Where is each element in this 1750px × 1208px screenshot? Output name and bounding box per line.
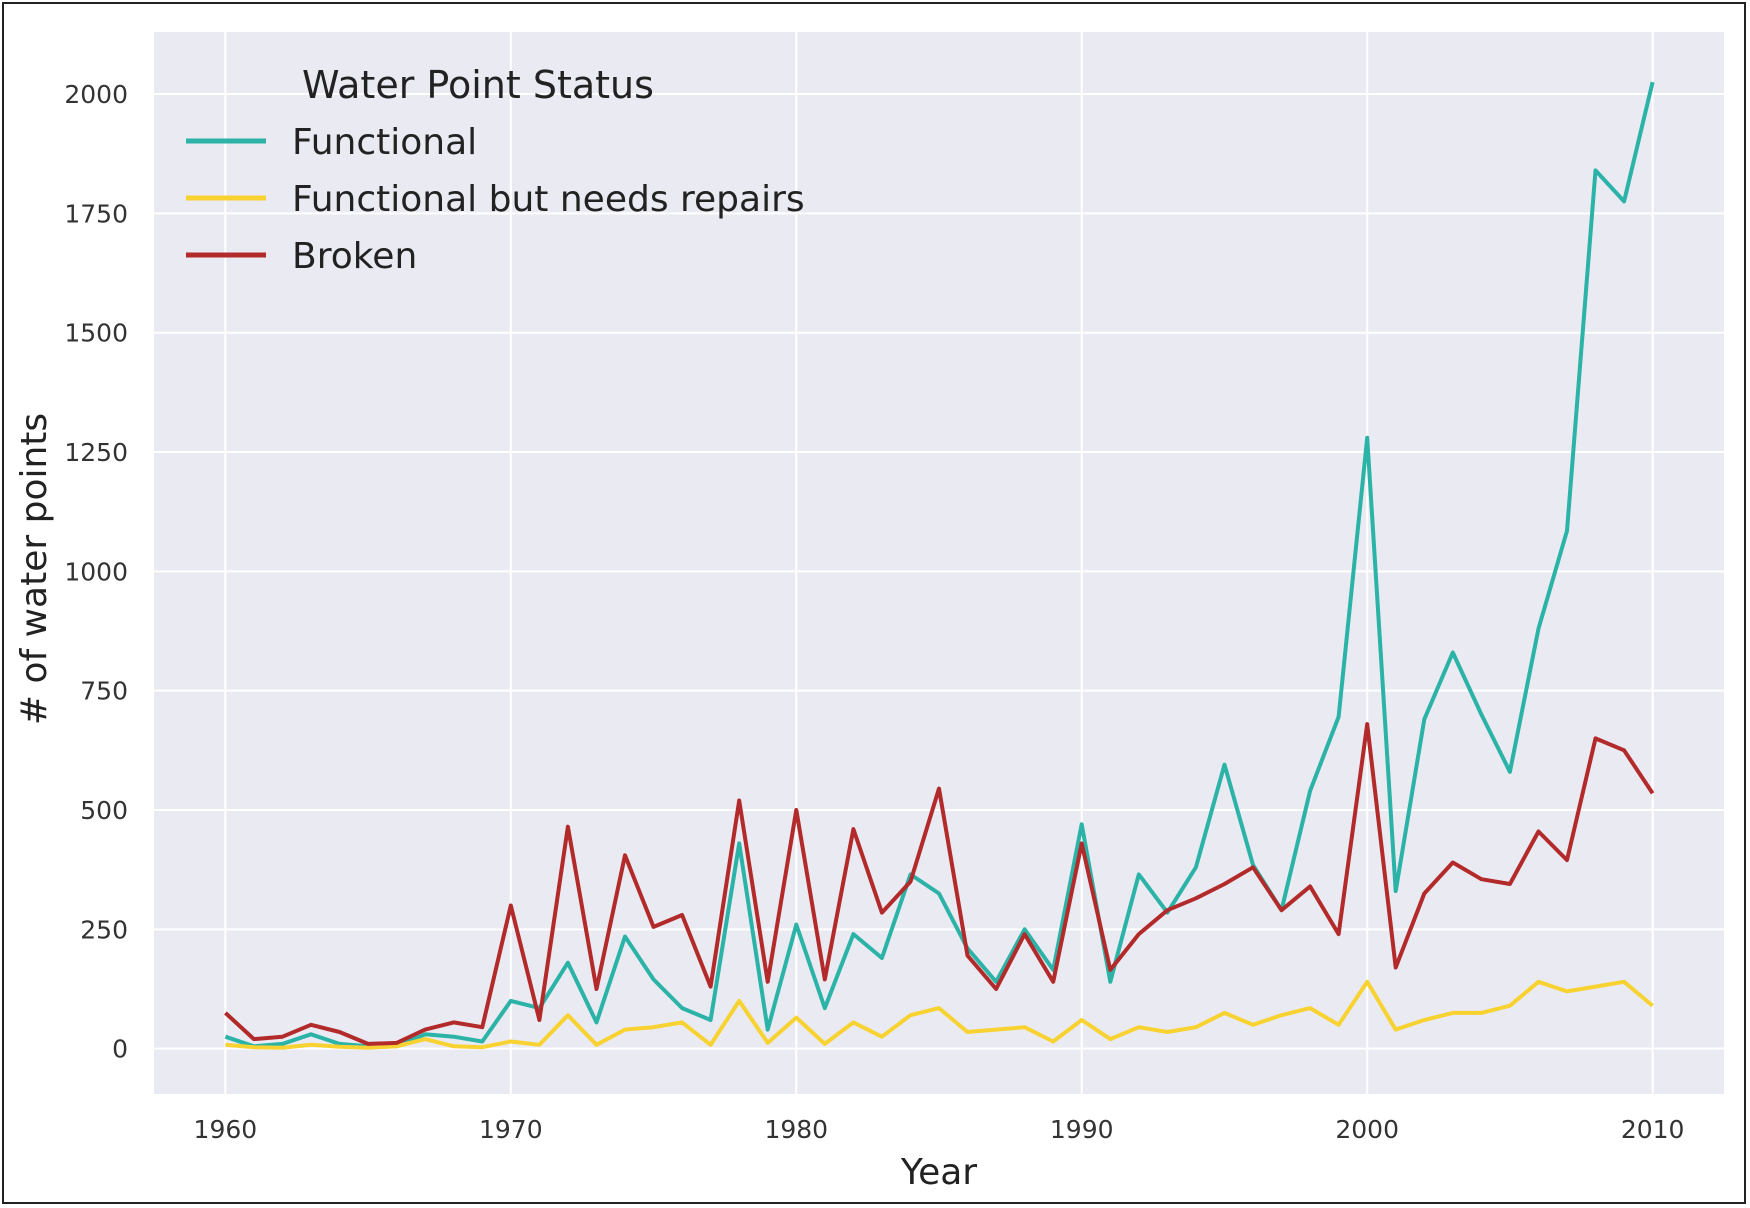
legend-label: Functional [292, 122, 477, 163]
y-tick-label: 250 [80, 915, 128, 944]
y-tick-label: 2000 [64, 80, 128, 109]
y-tick-label: 750 [80, 677, 128, 706]
y-tick-label: 1250 [64, 438, 128, 467]
x-tick-label: 2010 [1621, 1115, 1685, 1144]
legend-label: Broken [292, 236, 417, 277]
legend-title: Water Point Status [302, 63, 654, 107]
x-tick-labels: 1960 1970 1980 1990 2000 2010 [194, 1115, 1685, 1144]
x-tick-label: 1990 [1050, 1115, 1114, 1144]
series-line-1 [225, 979, 1654, 1050]
y-tick-label: 1750 [64, 199, 128, 228]
legend-label: Functional but needs repairs [292, 179, 805, 220]
y-tick-label: 500 [80, 796, 128, 825]
line-chart: 1960 1970 1980 1990 2000 2010 0 250 500 750 1000 1… [14, 32, 1724, 1193]
x-tick-label: 1980 [764, 1115, 828, 1144]
y-tick-labels: 0 250 500 750 1000 1250 1500 1750 2000 [64, 80, 128, 1064]
y-axis-label: # of water points [14, 413, 55, 725]
y-tick-label: 1500 [64, 319, 128, 348]
y-tick-label: 1000 [64, 557, 128, 586]
plot-background [154, 32, 1724, 1094]
x-tick-label: 2000 [1335, 1115, 1399, 1144]
series-lines [224, 81, 1655, 1050]
y-tick-label: 0 [112, 1035, 128, 1064]
series-line-2 [224, 722, 1655, 1046]
grid [154, 32, 1724, 1094]
x-tick-label: 1970 [479, 1115, 543, 1144]
x-tick-label: 1960 [194, 1115, 258, 1144]
series-line-0 [224, 81, 1655, 1049]
x-axis-label: Year [900, 1152, 977, 1193]
legend: Water Point Status Functional Functional … [186, 63, 805, 277]
